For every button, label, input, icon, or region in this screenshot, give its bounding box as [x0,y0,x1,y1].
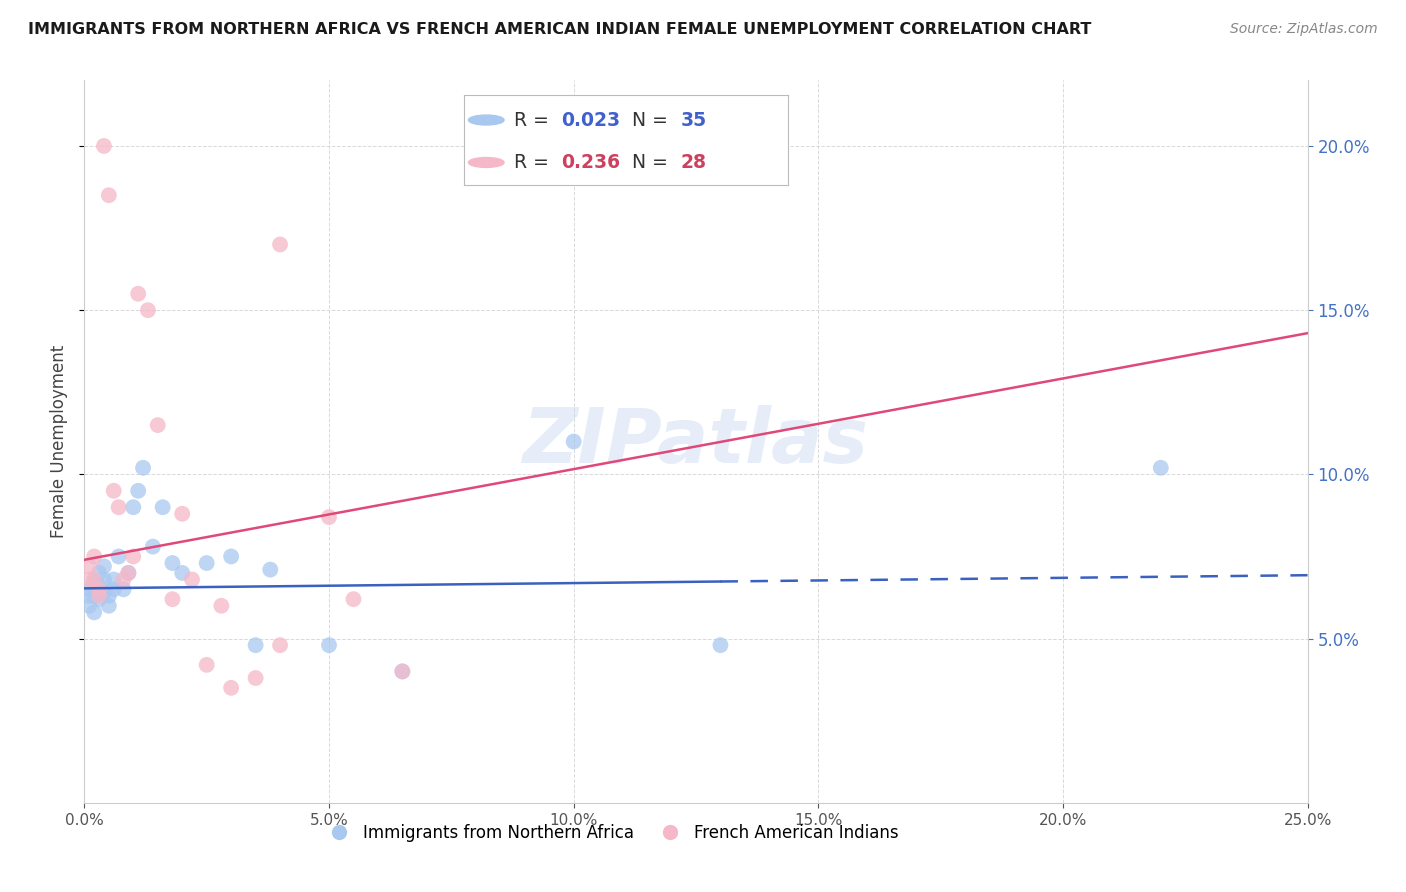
Point [195,556,218,570]
Text: IMMIGRANTS FROM NORTHERN AFRICA VS FRENCH AMERICAN INDIAN FEMALE UNEMPLOYMENT CO: IMMIGRANTS FROM NORTHERN AFRICA VS FRENC… [28,22,1091,37]
Point [77,559,100,574]
Point [245,638,267,652]
Point [122,549,145,564]
Point [318,638,340,652]
Point [219,549,242,564]
Point [93,139,115,153]
Point [83,589,105,603]
Point [77,573,100,587]
Point [77,582,100,597]
Point [152,500,174,515]
Point [117,566,139,580]
Point [219,681,242,695]
Point [97,599,120,613]
Point [87,579,110,593]
Point [391,665,413,679]
Point [87,589,110,603]
Point [209,599,232,613]
Point [162,556,184,570]
Point [195,657,218,672]
Point [162,592,184,607]
Point [97,188,120,202]
Point [83,549,105,564]
Point [172,507,194,521]
Point [181,573,204,587]
Point [97,589,120,603]
Point [77,589,100,603]
Legend: Immigrants from Northern Africa, French American Indians: Immigrants from Northern Africa, French … [316,817,905,848]
Point [269,237,291,252]
Point [112,573,135,587]
Point [142,540,165,554]
Point [245,671,267,685]
Point [93,585,115,599]
Point [77,599,100,613]
Point [562,434,585,449]
Point [112,582,135,597]
Point [122,500,145,515]
Y-axis label: Female Unemployment: Female Unemployment [51,345,69,538]
Point [87,592,110,607]
Point [103,582,125,597]
Point [103,483,125,498]
Point [87,582,110,597]
Point [146,418,169,433]
Text: Source: ZipAtlas.com: Source: ZipAtlas.com [1230,22,1378,37]
Point [93,573,115,587]
Point [117,566,139,580]
Point [87,566,110,580]
Point [318,510,340,524]
Point [107,549,129,564]
Point [83,605,105,619]
Point [342,592,364,607]
Point [107,500,129,515]
Point [132,460,155,475]
Text: ZIPatlas: ZIPatlas [523,405,869,478]
Point [93,559,115,574]
Point [136,303,159,318]
Point [1150,460,1173,475]
Point [391,665,413,679]
Point [259,563,281,577]
Point [83,573,105,587]
Point [127,286,149,301]
Point [269,638,291,652]
Point [709,638,731,652]
Point [172,566,194,580]
Point [103,573,125,587]
Point [83,575,105,590]
Point [127,483,149,498]
